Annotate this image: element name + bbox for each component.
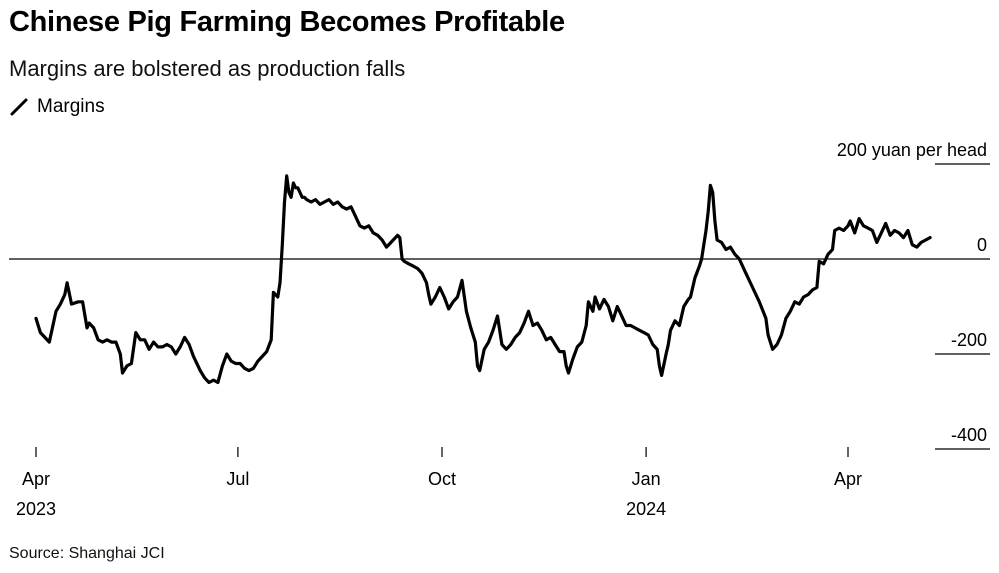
chart-subtitle: Margins are bolstered as production fall…: [9, 56, 406, 81]
legend-label: Margins: [37, 96, 105, 117]
source-note: Source: Shanghai JCI: [9, 545, 165, 562]
legend: Margins: [9, 96, 105, 118]
x-tick-year: 2023: [16, 499, 56, 519]
x-tick-label: Jan: [632, 469, 661, 489]
x-tick-label: Oct: [428, 469, 456, 489]
x-tick-year: 2024: [626, 499, 666, 519]
x-tick-label: Apr: [22, 469, 50, 489]
y-tick-label: -400: [951, 425, 987, 445]
x-tick-label: Apr: [834, 469, 862, 489]
legend-line-icon: [10, 98, 28, 116]
x-tick-label: Jul: [226, 469, 249, 489]
y-tick-label: 0: [977, 235, 987, 255]
y-tick-label: 200 yuan per head: [837, 140, 987, 160]
chart-title: Chinese Pig Farming Becomes Profitable: [9, 6, 565, 38]
y-tick-label: -200: [951, 330, 987, 350]
series-line-margins: [34, 174, 932, 385]
